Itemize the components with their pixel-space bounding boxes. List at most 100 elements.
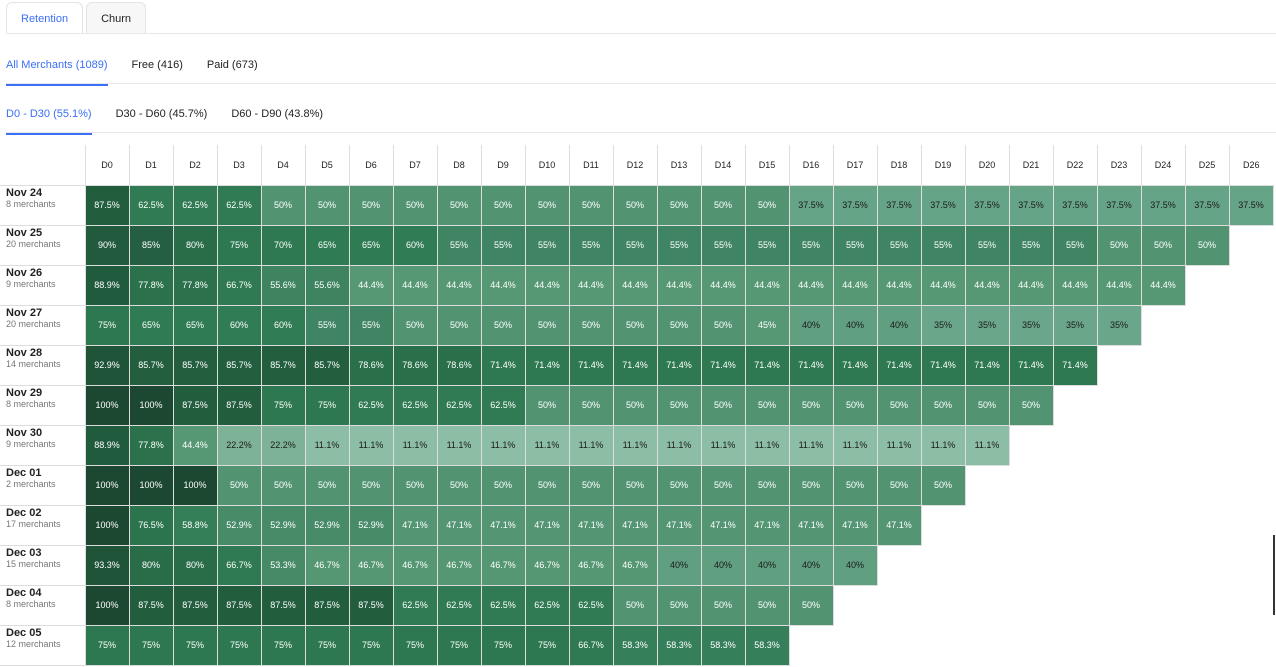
retention-cell: 53.3% (260, 544, 306, 586)
retention-cell: 50% (788, 384, 834, 426)
empty-cell (1141, 425, 1185, 465)
retention-cell: 88.9% (84, 424, 130, 466)
column-header: D11 (568, 145, 613, 186)
retention-cell: 50% (612, 184, 658, 226)
column-header: D2 (172, 145, 217, 186)
cohort-size: 8 merchants (6, 198, 56, 209)
retention-cell: 47.1% (876, 504, 922, 546)
cohort-size: 17 merchants (6, 518, 61, 529)
retention-cell: 44.4% (788, 264, 834, 306)
retention-cell: 40% (788, 544, 834, 586)
cohort-size: 20 merchants (6, 238, 61, 249)
retention-cell: 75% (436, 624, 482, 666)
tab-churn[interactable]: Churn (86, 2, 147, 34)
cohort-date: Nov 30 (6, 426, 43, 439)
retention-cell: 55% (788, 224, 834, 266)
retention-cell: 65% (304, 224, 350, 266)
retention-cell: 55% (656, 224, 702, 266)
retention-cell: 50% (656, 464, 702, 506)
retention-cell: 85.7% (172, 344, 218, 386)
retention-cell: 47.1% (480, 504, 526, 546)
retention-cell: 44.4% (1008, 264, 1054, 306)
retention-cell: 50% (876, 384, 922, 426)
retention-cell: 50% (304, 184, 350, 226)
segment-all-merchants[interactable]: All Merchants (1089) (6, 59, 108, 86)
retention-cell: 11.1% (392, 424, 438, 466)
header-row: D0 D1 D2 D3 D4 D5 D6 D7 D8 D9 D10 D11 D12 D13 D14 D15 D1… (0, 145, 1273, 186)
range-d0-d30[interactable]: D0 - D30 (55.1%) (6, 108, 92, 135)
retention-cell: 71.4% (700, 344, 746, 386)
cohort-date: Nov 28 (6, 346, 43, 359)
retention-cell: 22.2% (216, 424, 262, 466)
empty-cell (1097, 545, 1141, 585)
retention-cell: 50% (744, 584, 790, 626)
cohort-row: Nov 30 9 merchants 88.9% 77.8% 44.4% 22.2% 22.… (0, 424, 1273, 466)
retention-cell: 71.4% (788, 344, 834, 386)
retention-cell: 11.1% (964, 424, 1010, 466)
cohort-date: Nov 29 (6, 386, 43, 399)
retention-cell: 44.4% (568, 264, 614, 306)
retention-cell: 87.5% (172, 384, 218, 426)
retention-cell: 37.5% (1008, 184, 1054, 226)
tab-retention[interactable]: Retention (6, 2, 84, 34)
column-header: D19 (920, 145, 965, 186)
retention-cell: 44.4% (964, 264, 1010, 306)
empty-cell (1053, 585, 1097, 625)
retention-cell: 55.6% (260, 264, 306, 306)
retention-cell: 50% (260, 464, 306, 506)
retention-cell: 71.4% (1052, 344, 1098, 386)
retention-cell: 55% (524, 224, 570, 266)
cohort-label: Nov 27 20 merchants (0, 304, 85, 346)
retention-cell: 75% (304, 624, 350, 666)
retention-cell: 35% (1052, 304, 1098, 346)
retention-cell: 55% (612, 224, 658, 266)
retention-cell: 50% (348, 464, 394, 506)
retention-cell: 47.1% (392, 504, 438, 546)
empty-cell (1097, 385, 1141, 425)
empty-cell (1185, 305, 1229, 345)
empty-cell (1053, 545, 1097, 585)
empty-cell (1053, 425, 1097, 465)
retention-cell: 62.5% (128, 184, 174, 226)
column-header: D4 (260, 145, 305, 186)
empty-cell (1229, 345, 1273, 385)
segment-paid[interactable]: Paid (673) (206, 59, 258, 71)
empty-cell (921, 545, 965, 585)
retention-cell: 62.5% (436, 384, 482, 426)
range-d60-d90[interactable]: D60 - D90 (43.8%) (231, 108, 324, 120)
retention-cell: 71.4% (876, 344, 922, 386)
empty-cell (965, 625, 1009, 665)
retention-cell: 47.1% (436, 504, 482, 546)
range-d30-d60[interactable]: D30 - D60 (45.7%) (115, 108, 208, 120)
cohort-size: 14 merchants (6, 358, 61, 369)
retention-cell: 50% (700, 384, 746, 426)
retention-cell: 44.4% (480, 264, 526, 306)
segment-free[interactable]: Free (416) (131, 59, 183, 71)
empty-cell (1229, 505, 1273, 545)
retention-cell: 22.2% (260, 424, 306, 466)
empty-cell (1053, 505, 1097, 545)
retention-cell: 52.9% (260, 504, 306, 546)
retention-cell: 71.4% (480, 344, 526, 386)
cohort-label: Nov 28 14 merchants (0, 344, 85, 386)
cohort-row: Nov 29 8 merchants 100% 100% 87.5% 87.5% 75% 75… (0, 384, 1273, 426)
cohort-size: 15 merchants (6, 558, 61, 569)
empty-cell (1185, 585, 1229, 625)
retention-cell: 100% (84, 384, 130, 426)
scrollbar[interactable] (1273, 535, 1275, 615)
retention-cell: 92.9% (84, 344, 130, 386)
retention-cell: 44.4% (1052, 264, 1098, 306)
empty-cell (1097, 465, 1141, 505)
retention-cell: 50% (920, 384, 966, 426)
retention-cell: 11.1% (788, 424, 834, 466)
empty-cell (1229, 225, 1273, 265)
retention-cell: 85.7% (304, 344, 350, 386)
retention-cell: 50% (436, 304, 482, 346)
retention-cell: 37.5% (876, 184, 922, 226)
cohort-date: Dec 02 (6, 506, 42, 519)
column-header: D18 (876, 145, 921, 186)
column-header: D25 (1184, 145, 1229, 186)
retention-cell: 52.9% (348, 504, 394, 546)
cohort-label: Dec 02 17 merchants (0, 504, 85, 546)
retention-cell: 50% (216, 464, 262, 506)
